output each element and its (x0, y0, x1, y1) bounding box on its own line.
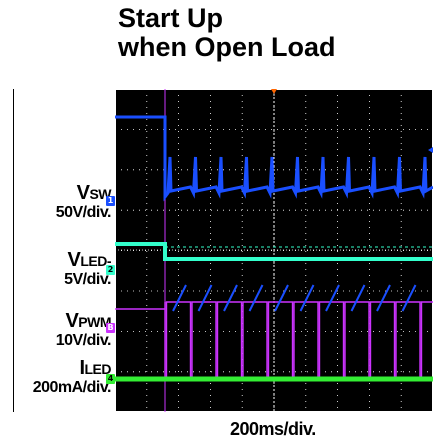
trigger-marker (271, 89, 277, 94)
marker-ch1: 1 (106, 196, 115, 206)
trace-vsw-sawtooth (172, 284, 417, 312)
title-line-2: when Open Load (118, 32, 336, 62)
vsw-symbol: V (76, 182, 90, 204)
iled-symbol: I (79, 357, 85, 379)
left-border-line (13, 89, 14, 412)
ch1-offset-arrow (428, 147, 433, 153)
marker-chb: B (106, 323, 115, 333)
label-vled: VLED- 5V/div. (64, 250, 111, 288)
chart-title: Start Up when Open Load (118, 4, 336, 62)
title-line-1: Start Up (118, 3, 224, 33)
trace-vled (115, 242, 433, 261)
trace-vsw (115, 115, 433, 202)
vpwm-sub: PWM (78, 314, 111, 330)
iled-scale: 200mA/div. (32, 379, 112, 396)
iled-sub: LED (84, 361, 112, 377)
vled-scale: 5V/div. (64, 271, 111, 288)
label-iled: ILED 200mA/div. (32, 357, 112, 396)
label-vpwm: VPWM 10V/div. (55, 310, 112, 349)
vled-sub: LED- (80, 253, 111, 269)
marker-ch2: 2 (106, 265, 115, 275)
vpwm-symbol: V (65, 310, 79, 332)
vpwm-scale: 10V/div. (55, 332, 112, 349)
scope-plot (115, 89, 433, 412)
oscilloscope-screen (115, 89, 433, 412)
vled-symbol: V (67, 249, 81, 271)
vsw-sub: SW (89, 186, 111, 202)
label-vsw: VSW 50V/div. (55, 182, 112, 221)
timebase-label: 200ms/div. (230, 419, 316, 439)
marker-ch4: 4 (106, 374, 115, 384)
vsw-scale: 50V/div. (55, 204, 112, 221)
